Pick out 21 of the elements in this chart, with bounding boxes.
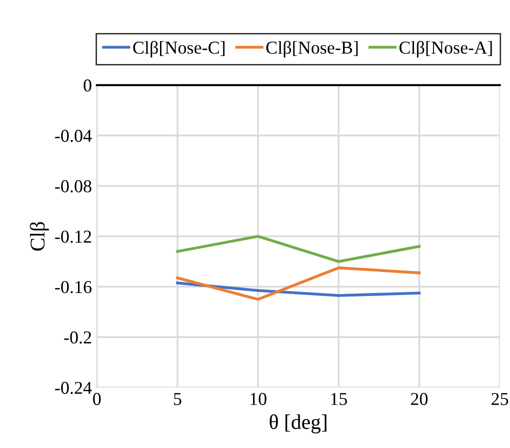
- y-tick-label: 0: [84, 79, 92, 92]
- x-tick-label: 25: [492, 392, 508, 406]
- x-tick-label: 10: [250, 392, 266, 406]
- line-series: [176, 266, 421, 301]
- y-tick-label: -0.12: [55, 230, 92, 243]
- x-tick-label: 0: [93, 392, 101, 406]
- line-series: [176, 282, 421, 297]
- legend-label: Clβ[Nose-C]: [133, 40, 225, 58]
- legend-label: Clβ[Nose-A]: [399, 40, 492, 58]
- y-tick-label: -0.16: [55, 280, 92, 294]
- y-axis-title: Clβ: [30, 222, 49, 251]
- line-series: [176, 234, 421, 263]
- x-tick-label: 15: [331, 392, 347, 406]
- y-tick-label: -0.04: [55, 130, 92, 142]
- y-tick-label: -0.2: [64, 331, 92, 344]
- legend-label: Clβ[Nose-B]: [266, 40, 358, 58]
- y-tick-label: -0.24: [55, 382, 92, 394]
- x-axis-title: θ [deg]: [270, 414, 326, 434]
- x-tick-label: 5: [174, 393, 182, 406]
- y-tick-label: -0.08: [55, 180, 92, 192]
- x-tick-label: 20: [410, 392, 428, 406]
